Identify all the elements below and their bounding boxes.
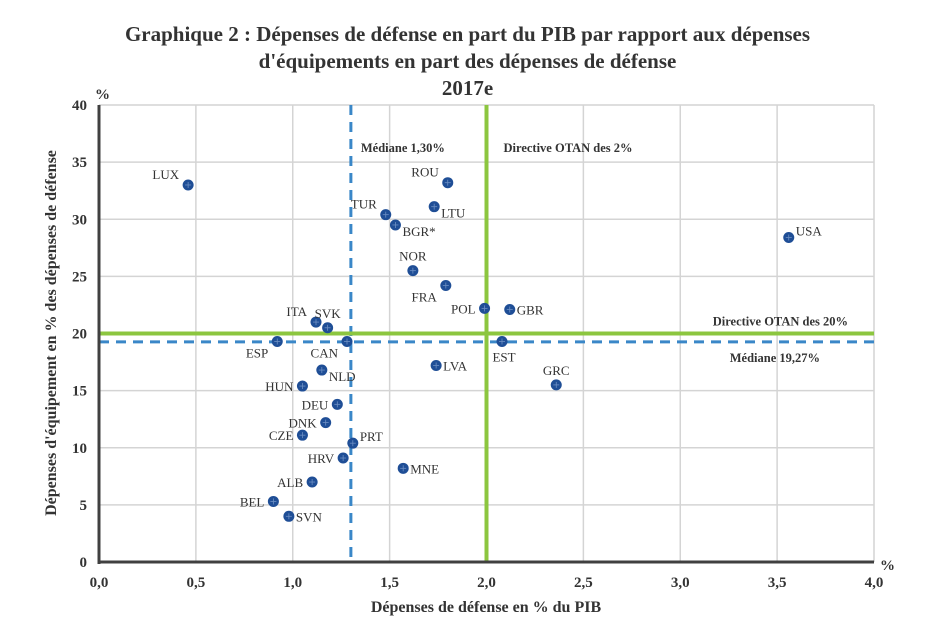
annotations: Médiane 1,30% Directive OTAN des 2% Direct… xyxy=(361,141,848,365)
point-label: BGR* xyxy=(402,224,435,239)
data-point-svk[interactable]: SVK xyxy=(315,306,342,334)
annotation-median-x: Médiane 1,30% xyxy=(361,141,445,155)
point-label: LUX xyxy=(152,167,179,182)
y-tick-label: 10 xyxy=(72,441,87,457)
annotation-otan-2pct: Directive OTAN des 2% xyxy=(504,141,633,155)
point-label: ALB xyxy=(277,475,303,490)
data-point-hrv[interactable]: HRV xyxy=(308,451,349,466)
chart-title-line2: d'équipements en part des dépenses de dé… xyxy=(258,49,677,73)
data-point-fra[interactable]: FRA xyxy=(412,280,452,305)
point-label: SVN xyxy=(296,509,323,524)
point-label: GRC xyxy=(543,363,570,378)
point-label: POL xyxy=(451,301,476,316)
y-tick-label: 5 xyxy=(80,498,88,514)
data-point-bel[interactable]: BEL xyxy=(240,494,279,509)
data-point-cze[interactable]: CZE xyxy=(269,428,308,443)
point-label: CAN xyxy=(311,345,339,360)
point-label: DEU xyxy=(302,397,329,412)
data-point-lux[interactable]: LUX xyxy=(152,167,194,191)
y-tick-label: 30 xyxy=(72,212,87,228)
data-point-deu[interactable]: DEU xyxy=(302,397,343,412)
data-point-alb[interactable]: ALB xyxy=(277,475,318,490)
data-point-grc[interactable]: GRC xyxy=(543,363,570,391)
point-label: GBR xyxy=(517,303,544,318)
point-label: FRA xyxy=(412,290,438,305)
tick-labels: 0,0 0,5 1,0 1,5 2,0 2,5 3,0 3,5 4,0 0 5 10 15 20 25 30 3… xyxy=(72,98,883,591)
annotation-median-y: Médiane 19,27% xyxy=(730,351,820,365)
data-point-ita[interactable]: ITA xyxy=(286,304,322,328)
point-label: ROU xyxy=(411,165,439,180)
data-point-esp[interactable]: ESP xyxy=(246,335,283,361)
point-label: NOR xyxy=(399,249,427,264)
x-tick-label: 2,5 xyxy=(574,575,593,591)
chart-subtitle: 2017e xyxy=(441,76,494,100)
point-label: USA xyxy=(796,224,823,239)
point-label: MNE xyxy=(410,461,439,476)
axes xyxy=(97,105,874,564)
x-tick-label: 1,5 xyxy=(380,575,399,591)
point-label: BEL xyxy=(240,494,265,509)
x-tick-label: 0,0 xyxy=(90,575,109,591)
data-point-lva[interactable]: LVA xyxy=(430,358,468,373)
data-point-ltu[interactable]: LTU xyxy=(428,201,466,221)
x-tick-label: 0,5 xyxy=(187,575,206,591)
point-label: NLD xyxy=(329,369,356,384)
point-label: HRV xyxy=(308,451,335,466)
annotation-otan-20pct: Directive OTAN des 20% xyxy=(713,315,848,329)
x-tick-label: 2,0 xyxy=(477,575,496,591)
x-tick-label: 4,0 xyxy=(865,575,884,591)
x-unit-label: % xyxy=(880,558,895,574)
x-tick-label: 3,0 xyxy=(671,575,690,591)
data-point-bgr[interactable]: BGR* xyxy=(389,219,436,239)
point-label: CZE xyxy=(269,428,294,443)
data-point-prt[interactable]: PRT xyxy=(347,429,383,449)
y-unit-label: % xyxy=(95,87,110,103)
point-label: LTU xyxy=(441,206,466,221)
data-point-mne[interactable]: MNE xyxy=(397,461,439,476)
point-label: DNK xyxy=(289,416,318,431)
point-label: ITA xyxy=(286,304,307,319)
data-point-pol[interactable]: POL xyxy=(451,301,491,316)
data-point-hun[interactable]: HUN xyxy=(265,379,308,394)
data-point-nld[interactable]: NLD xyxy=(316,364,356,385)
x-tick-label: 1,0 xyxy=(283,575,302,591)
y-tick-label: 15 xyxy=(72,384,87,400)
point-label: LVA xyxy=(443,358,467,373)
data-points: LUX ROU TUR LTU BGR* NOR FRA POL GBR USA ITA SVK ESP… xyxy=(152,165,822,525)
data-point-nor[interactable]: NOR xyxy=(399,249,427,277)
x-tick-label: 3,5 xyxy=(768,575,787,591)
reference-lines xyxy=(99,105,874,562)
chart-title: Graphique 2 : Dépenses de défense en par… xyxy=(124,22,811,46)
data-point-est[interactable]: EST xyxy=(492,335,516,365)
data-point-tur[interactable]: TUR xyxy=(351,197,392,221)
point-label: SVK xyxy=(315,306,342,321)
data-point-dnk[interactable]: DNK xyxy=(289,416,332,431)
data-point-svn[interactable]: SVN xyxy=(283,509,322,524)
x-axis-label: Dépenses de défense en % du PIB xyxy=(371,599,602,616)
data-point-gbr[interactable]: GBR xyxy=(504,303,544,318)
data-point-can[interactable]: CAN xyxy=(311,335,353,361)
point-label: ESP xyxy=(246,345,268,360)
y-tick-label: 0 xyxy=(80,555,88,571)
point-label: TUR xyxy=(351,197,377,212)
y-axis-label: Dépenses d'équipement en % des dépenses … xyxy=(43,150,60,516)
y-tick-label: 20 xyxy=(72,327,87,343)
y-tick-label: 25 xyxy=(72,269,87,285)
point-label: EST xyxy=(492,349,515,364)
point-label: PRT xyxy=(360,429,383,444)
data-point-usa[interactable]: USA xyxy=(783,224,822,244)
point-label: HUN xyxy=(265,379,294,394)
data-point-rou[interactable]: ROU xyxy=(411,165,454,189)
y-tick-label: 40 xyxy=(72,98,87,114)
y-tick-label: 35 xyxy=(72,155,87,171)
